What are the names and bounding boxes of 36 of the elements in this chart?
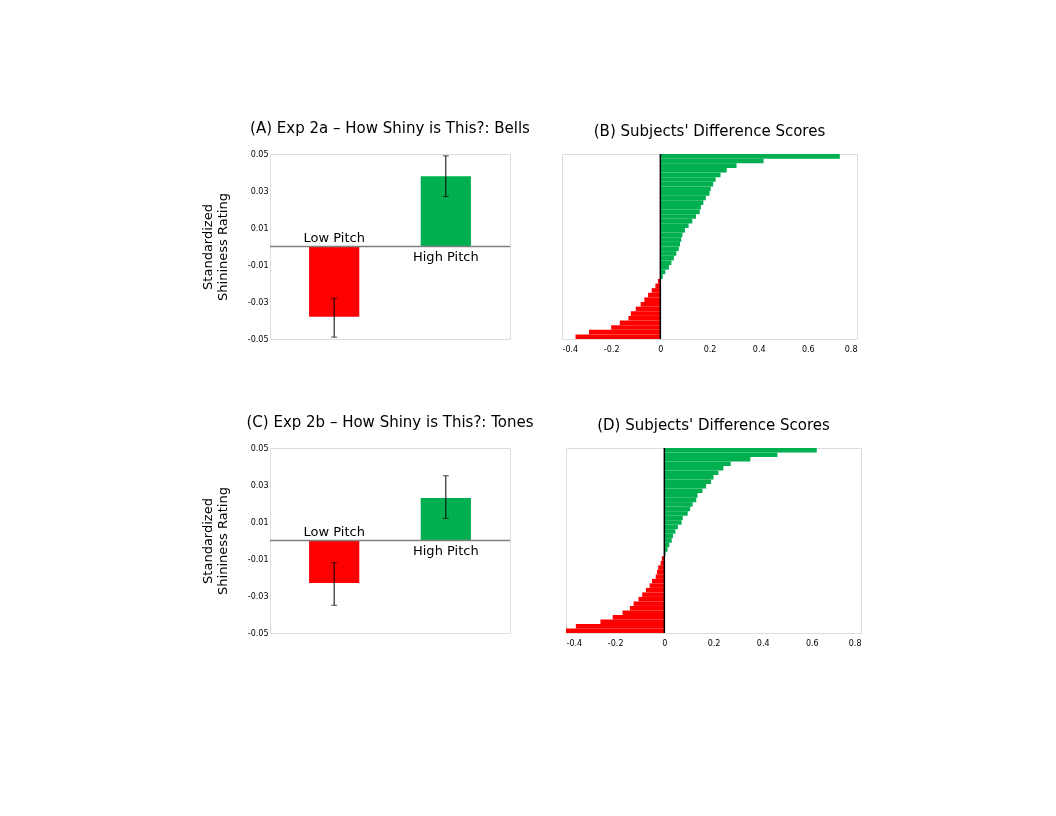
x-tick-label: 0.8 — [848, 638, 862, 648]
y-tick-label: -0.03 — [247, 591, 269, 601]
chart-title: (A) Exp 2a – How Shiny is This?: Bells — [250, 119, 531, 137]
y-tick-label: 0.01 — [250, 223, 269, 233]
y-axis-title: Standardized Shininess Rating — [199, 487, 230, 595]
y-tick-label: 0.05 — [250, 149, 269, 159]
x-tick-label: -0.4 — [562, 344, 579, 354]
x-tick-label: 0 — [658, 344, 664, 354]
x-tick-label: 0.4 — [752, 344, 766, 354]
y-tick-label: 0.03 — [250, 480, 269, 490]
x-tick-label: 0.4 — [756, 638, 770, 648]
y-tick-label: -0.01 — [247, 260, 269, 270]
x-tick-label: -0.2 — [603, 344, 620, 354]
x-tick-label: 0.6 — [801, 344, 815, 354]
x-tick-label: 0 — [662, 638, 668, 648]
x-tick-label: 0.2 — [707, 638, 721, 648]
y-tick-label: 0.01 — [250, 517, 269, 527]
y-tick-label: -0.03 — [247, 297, 269, 307]
x-tick-label: 0.6 — [805, 638, 819, 648]
x-tick-label: Low Pitch — [303, 229, 365, 245]
y-tick-label: -0.05 — [247, 334, 269, 344]
x-tick-label: Low Pitch — [303, 523, 365, 539]
y-axis-title: Standardized Shininess Rating — [199, 193, 230, 301]
y-tick-label: 0.03 — [250, 186, 269, 196]
chart-title: (C) Exp 2b – How Shiny is This?: Tones — [246, 413, 534, 431]
chart-title: (D) Subjects' Difference Scores — [597, 416, 831, 435]
x-tick-label: High Pitch — [412, 248, 479, 264]
y-tick-label: -0.01 — [247, 554, 269, 564]
x-tick-label: 0.8 — [844, 344, 858, 354]
x-tick-label: 0.2 — [703, 344, 717, 354]
x-tick-label: -0.4 — [566, 638, 583, 648]
x-tick-label: -0.2 — [607, 638, 624, 648]
x-tick-label: High Pitch — [412, 542, 479, 558]
y-tick-label: -0.05 — [247, 628, 269, 638]
y-tick-label: 0.05 — [250, 443, 269, 453]
chart-title: (B) Subjects' Difference Scores — [593, 122, 826, 141]
